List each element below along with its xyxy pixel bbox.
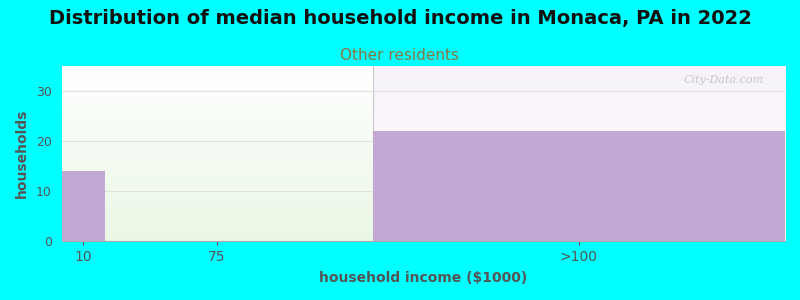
X-axis label: household income ($1000): household income ($1000) xyxy=(319,271,527,285)
Y-axis label: households: households xyxy=(15,109,29,198)
Bar xyxy=(373,131,785,241)
Bar xyxy=(62,171,105,241)
Text: Other residents: Other residents xyxy=(341,48,459,63)
Text: Distribution of median household income in Monaca, PA in 2022: Distribution of median household income … xyxy=(49,9,751,28)
Text: City-Data.com: City-Data.com xyxy=(683,75,763,85)
